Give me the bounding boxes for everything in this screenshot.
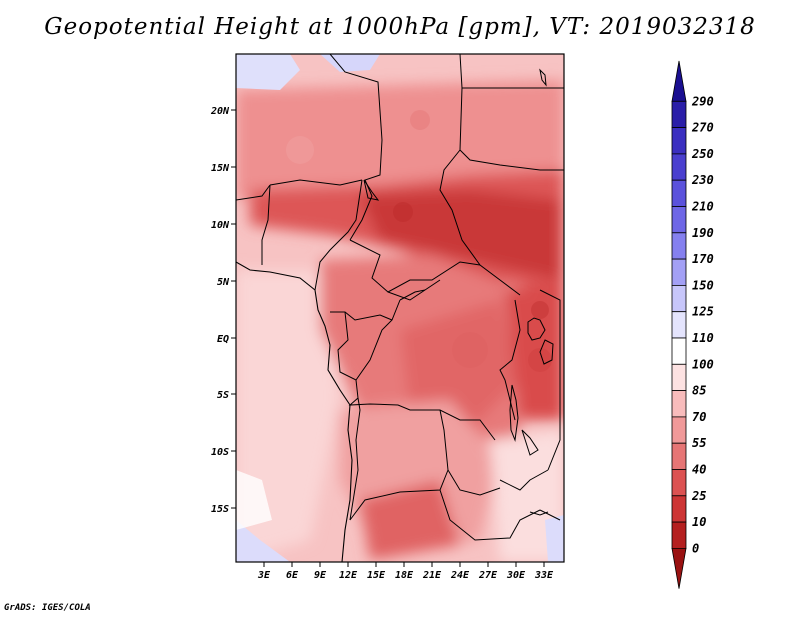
colorbar-label: 125 bbox=[692, 305, 714, 319]
colorbar-swatch bbox=[671, 258, 687, 286]
colorbar-swatch bbox=[671, 311, 687, 339]
colorbar-label: 270 bbox=[691, 121, 714, 135]
lat-label: 10N bbox=[211, 220, 230, 231]
lon-label: 30E bbox=[506, 570, 526, 581]
colorbar-label: 55 bbox=[692, 436, 706, 450]
colorbar-swatch bbox=[671, 469, 687, 497]
colorbar-swatch bbox=[671, 284, 687, 313]
lat-label: 10S bbox=[211, 447, 229, 458]
colorbar-swatch bbox=[671, 363, 687, 391]
colorbar-label: 10 bbox=[692, 515, 706, 529]
lat-label: EQ bbox=[217, 334, 229, 345]
lon-label: 3E bbox=[257, 570, 271, 581]
colorbar-swatch bbox=[671, 416, 687, 444]
colorbar-swatch bbox=[671, 100, 687, 129]
colorbar-label: 290 bbox=[691, 94, 714, 108]
colorbar-label: 0 bbox=[692, 541, 699, 555]
colorbar-label: 250 bbox=[691, 147, 714, 161]
colorbar-swatch bbox=[671, 521, 687, 549]
lon-label: 15E bbox=[367, 570, 386, 581]
lon-label: 24E bbox=[450, 570, 470, 581]
lon-label: 6E bbox=[286, 570, 299, 581]
lon-label: 12E bbox=[339, 570, 358, 581]
colorbar-swatch bbox=[671, 206, 687, 234]
colorbar: 2902702502302101901701501251101008570554… bbox=[671, 60, 714, 589]
lon-label: 18E bbox=[395, 570, 414, 581]
colorbar-swatch bbox=[671, 127, 687, 155]
colorbar-swatch bbox=[671, 337, 687, 365]
colorbar-top-arrow bbox=[671, 60, 687, 102]
colorbar-swatch bbox=[671, 153, 687, 181]
colorbar-swatch bbox=[671, 495, 687, 523]
colorbar-swatch bbox=[671, 179, 687, 207]
map-title: Geopotential Height at 1000hPa [gpm], VT… bbox=[44, 14, 756, 40]
colorbar-label: 25 bbox=[691, 489, 706, 503]
lon-label: 27E bbox=[478, 570, 498, 581]
colorbar-swatch bbox=[671, 442, 687, 470]
lat-label: 20N bbox=[210, 106, 230, 117]
colorbar-label: 170 bbox=[692, 252, 714, 266]
lat-label: 5N bbox=[217, 277, 230, 288]
lat-label: 15S bbox=[211, 504, 229, 515]
colorbar-bottom-arrow bbox=[671, 548, 687, 589]
height-field bbox=[236, 54, 564, 562]
colorbar-label: 110 bbox=[692, 331, 714, 345]
colorbar-label: 70 bbox=[692, 410, 706, 424]
colorbar-swatch bbox=[671, 390, 687, 418]
colorbar-label: 150 bbox=[692, 278, 714, 292]
colorbar-label: 40 bbox=[692, 463, 706, 477]
lon-label: 9E bbox=[314, 570, 327, 581]
colorbar-label: 210 bbox=[691, 200, 714, 214]
lat-label: 5S bbox=[217, 390, 229, 401]
lon-label: 21E bbox=[422, 570, 442, 581]
lon-label: 33E bbox=[534, 570, 554, 581]
colorbar-label: 85 bbox=[692, 384, 706, 398]
colorbar-label: 100 bbox=[692, 357, 714, 371]
lat-label: 15N bbox=[211, 163, 230, 174]
colorbar-swatch bbox=[671, 232, 687, 260]
colorbar-label: 230 bbox=[691, 173, 714, 187]
colorbar-label: 190 bbox=[692, 226, 714, 240]
grads-credit: GrADS: IGES/COLA bbox=[4, 603, 91, 613]
